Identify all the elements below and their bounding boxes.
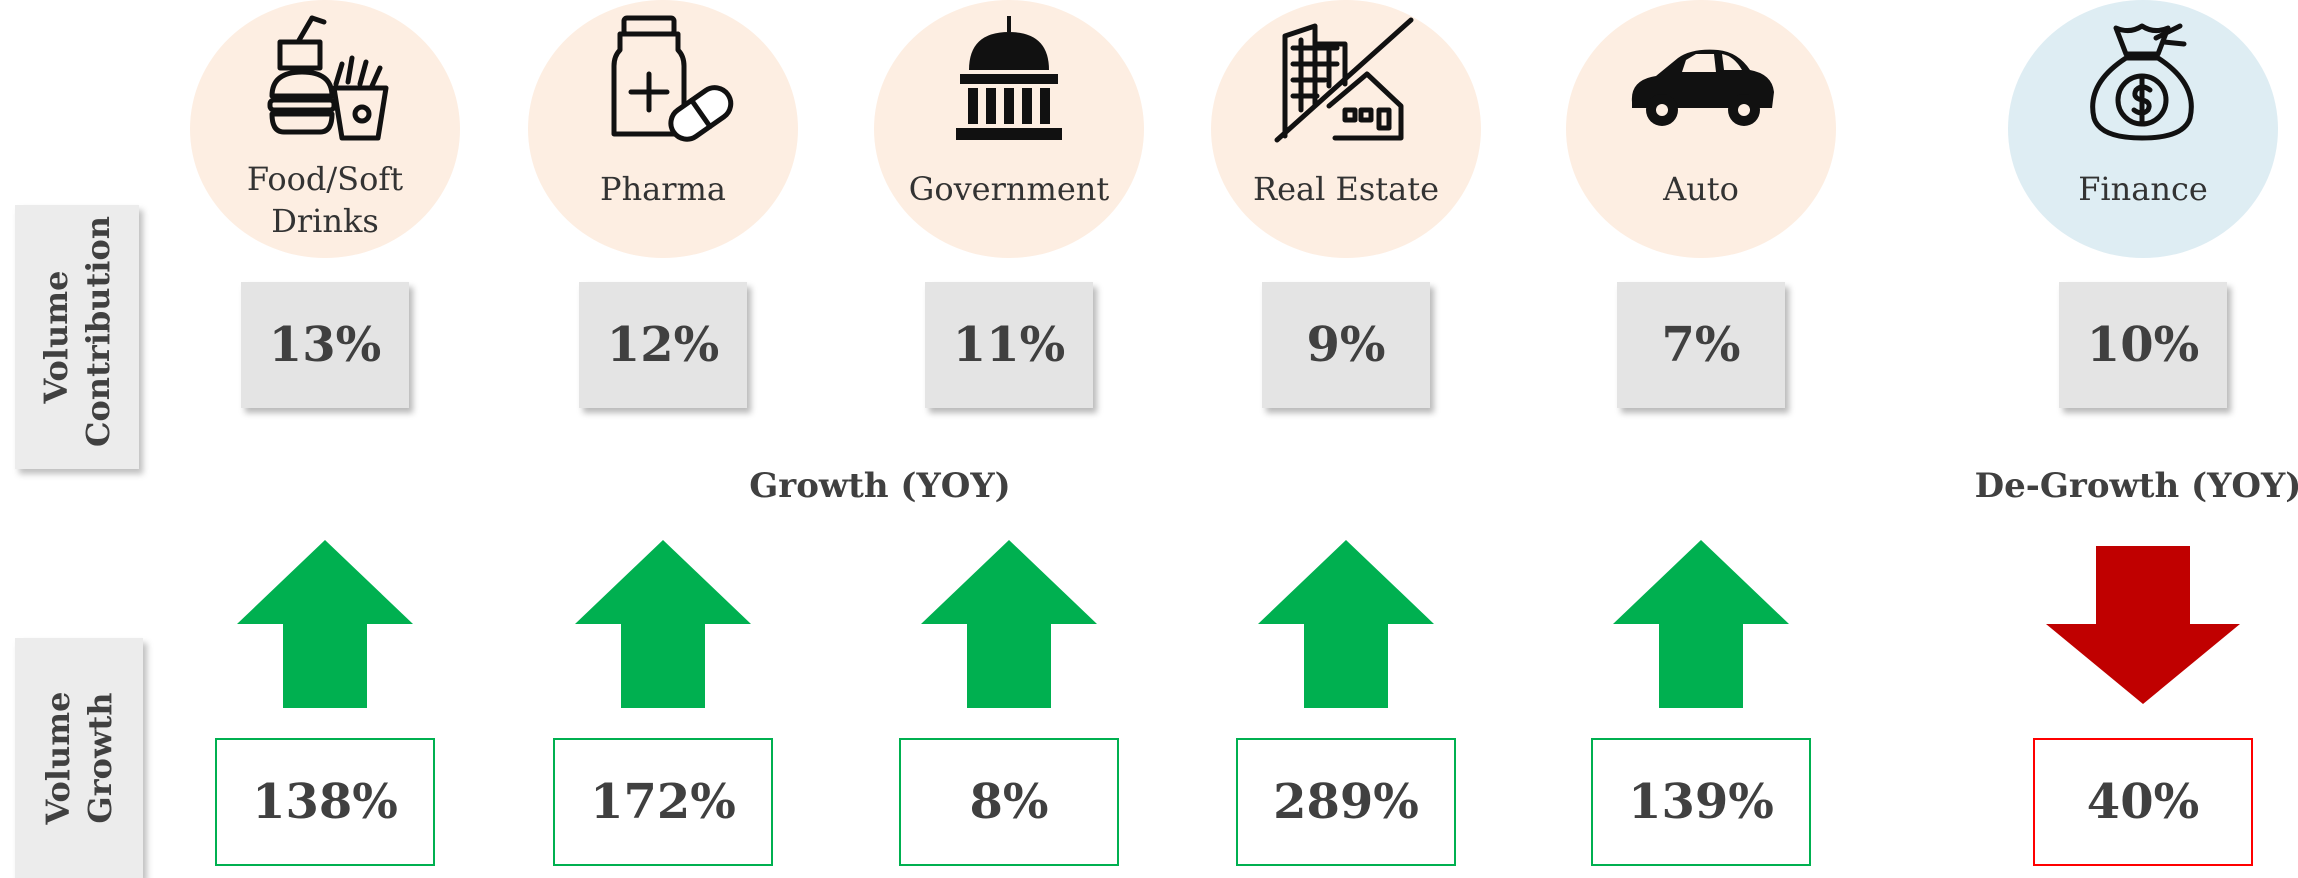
group-title: De-Growth (YOY)	[1974, 466, 2298, 506]
sector-icon	[267, 15, 389, 141]
growth-value: 289%	[1236, 738, 1456, 866]
sector-icon	[1274, 17, 1414, 143]
growth-value: 172%	[553, 738, 773, 866]
growth-value: 138%	[215, 738, 435, 866]
sector-circle	[2008, 0, 2278, 258]
sector-label: Pharma	[600, 170, 726, 208]
contribution-value: 7%	[1617, 282, 1785, 408]
side-label-box: Volume Growth	[15, 638, 143, 878]
sector-circle	[1566, 0, 1836, 258]
sector-label: Auto	[1663, 170, 1739, 208]
sector-label: Government	[908, 170, 1110, 208]
sector-icon	[956, 16, 1062, 140]
contribution-value: 9%	[1262, 282, 1430, 408]
sector-label: Finance	[2078, 170, 2208, 208]
growth-arrow	[575, 540, 751, 708]
degrowth-arrow	[2046, 546, 2240, 704]
contribution-value: 13%	[241, 282, 409, 408]
growth-value: 8%	[899, 738, 1119, 866]
contribution-value: 12%	[579, 282, 747, 408]
growth-arrow	[921, 540, 1097, 708]
growth-arrow	[1258, 540, 1434, 708]
sector-label: Real Estate	[1252, 170, 1440, 208]
side-label: Volume Growth	[39, 691, 119, 825]
growth-arrow	[237, 540, 413, 708]
growth-arrow	[1613, 540, 1789, 708]
sector-icon	[2090, 23, 2194, 141]
sector-icon	[611, 15, 734, 142]
side-label: Volume Contribution	[37, 215, 117, 447]
group-title: Growth (YOY)	[749, 466, 1011, 506]
sector-label: Food/Soft Drinks	[246, 160, 404, 240]
growth-value: 139%	[1591, 738, 1811, 866]
sector-circle	[528, 0, 798, 258]
side-label-box: Volume Contribution	[15, 205, 139, 469]
sector-icon	[1631, 49, 1774, 126]
contribution-value: 11%	[925, 282, 1093, 408]
growth-value: 40%	[2033, 738, 2253, 866]
contribution-value: 10%	[2059, 282, 2227, 408]
